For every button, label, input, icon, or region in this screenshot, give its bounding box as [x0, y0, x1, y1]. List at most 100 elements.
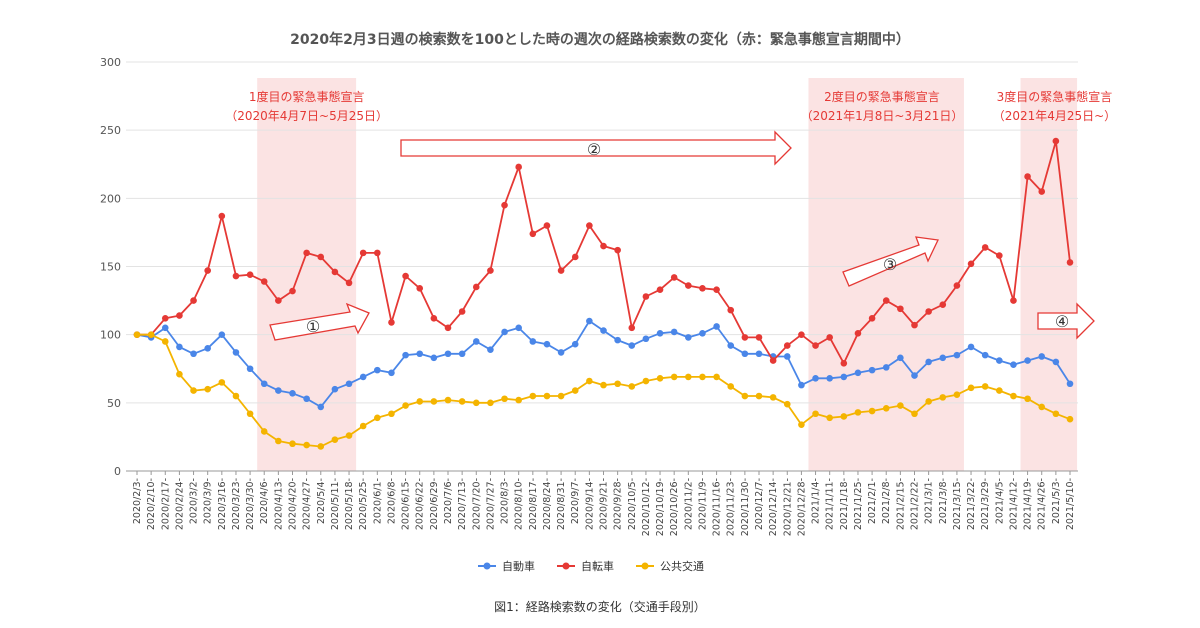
- legend: 自動車 自転車 公共交通: [478, 559, 704, 573]
- series-3-point: [543, 392, 551, 400]
- series-3-point: [826, 414, 833, 422]
- series-3-point: [685, 373, 692, 381]
- series-1-point: [798, 381, 805, 389]
- emergency-annotation-1-line-1: 1度目の緊急事態宣言: [249, 89, 365, 104]
- series-2-point: [515, 163, 522, 171]
- x-axis-ticks: 2020/2/3- 2020/2/10- 2020/2/17- 2020/2/24- 2…: [132, 478, 1076, 536]
- series-1-point: [345, 380, 353, 388]
- legend-marker-2: [562, 562, 570, 570]
- series-1-point: [472, 338, 480, 345]
- y-tick-label: 200: [100, 192, 121, 205]
- x-tick-label: 2020/12/21-: [782, 478, 793, 536]
- series-3-point: [317, 443, 325, 450]
- series-3-point: [656, 374, 664, 382]
- series-3-point: [458, 398, 466, 405]
- series-2-point: [854, 330, 862, 337]
- series-1-point: [331, 385, 339, 393]
- series-3-point: [868, 407, 876, 415]
- series-3-point: [190, 387, 197, 394]
- series-1-point: [204, 345, 211, 352]
- series-3-point: [967, 384, 975, 392]
- series-1-point: [501, 328, 508, 336]
- x-tick-label: 2020/3/2-: [189, 478, 200, 524]
- x-tick-label: 2020/4/6-: [259, 478, 270, 524]
- series-1-point: [161, 324, 169, 332]
- series-1-point: [783, 353, 791, 360]
- series-3-point: [628, 383, 636, 390]
- x-tick-label: 2020/7/13-: [457, 478, 468, 530]
- series-2-point: [642, 293, 650, 300]
- series-3-point: [798, 421, 805, 428]
- x-tick-label: 2021/2/22-: [910, 478, 921, 530]
- series-3-point: [670, 373, 678, 381]
- series-1-point: [586, 317, 593, 325]
- series-1-point: [670, 328, 678, 336]
- series-3-point: [275, 437, 282, 445]
- series-3-point: [557, 392, 565, 400]
- emergency-annotation-2-line-2: （2021年1月8日~3月21日）: [801, 109, 964, 123]
- series-1-point: [812, 374, 819, 382]
- series-3-point: [600, 381, 607, 389]
- series-1-point: [727, 342, 735, 349]
- x-tick-label: 2020/4/27-: [302, 478, 313, 530]
- x-tick-label: 2020/10/26-: [669, 478, 680, 536]
- series-2-point: [699, 285, 706, 292]
- series-2-point: [260, 278, 268, 285]
- x-tick-label: 2021/2/8-: [881, 478, 892, 524]
- series-1-point: [713, 323, 720, 330]
- series-1-point: [826, 374, 833, 382]
- series-3-point: [388, 410, 395, 418]
- series-1-point: [996, 357, 1003, 364]
- series-1-point: [232, 349, 240, 356]
- x-tick-label: 2020/10/5-: [627, 478, 638, 530]
- series-2-point: [487, 267, 494, 274]
- series-1-point: [317, 403, 325, 411]
- series-2-point: [275, 297, 282, 304]
- x-tick-label: 2020/8/3-: [500, 478, 511, 524]
- series-3-point: [402, 402, 409, 409]
- chart-title: 2020年2月3日週の検索数を100とした時の週次の経路検索数の変化（赤：緊急事…: [290, 31, 910, 48]
- series-3-point: [260, 428, 268, 435]
- phase-arrow-label-3: ③: [883, 255, 897, 274]
- series-2-point: [769, 357, 777, 364]
- series-3-point: [769, 394, 777, 401]
- x-tick-label: 2021/3/15-: [952, 478, 963, 530]
- series-3-point: [501, 395, 508, 403]
- series-3-point: [925, 398, 932, 405]
- series-1-point: [275, 387, 282, 394]
- phase-arrows: ① ② ③ ④: [269, 130, 1095, 341]
- series-2-point: [798, 331, 805, 338]
- legend-label-2: 自転車: [581, 559, 614, 573]
- x-tick-label: 2020/11/23-: [726, 478, 737, 536]
- x-tick-label: 2020/9/14-: [584, 478, 595, 530]
- phase-arrow-1: [269, 302, 370, 341]
- series-3-point: [1066, 415, 1074, 423]
- series-1-point: [402, 351, 409, 359]
- x-tick-label: 2020/10/19-: [655, 478, 666, 536]
- x-tick-label: 2020/7/20-: [471, 478, 482, 530]
- x-tick-label: 2020/6/1-: [372, 478, 383, 524]
- emergency-annotation-2-line-1: 2度目の緊急事態宣言: [824, 89, 940, 104]
- x-tick-label: 2020/2/17-: [160, 478, 171, 530]
- series-1-point: [218, 331, 226, 338]
- x-tick-label: 2020/12/28-: [796, 478, 807, 536]
- y-tick-label: 100: [100, 329, 121, 342]
- emergency-period-band-2: [808, 78, 964, 471]
- phase-arrow-2: [400, 130, 792, 166]
- series-2-point: [868, 315, 876, 322]
- series-1-point: [685, 334, 692, 341]
- figure-caption: 図1：経路検索数の変化（交通手段別）: [494, 600, 706, 614]
- x-tick-label: 2021/4/26-: [1037, 478, 1048, 530]
- series-3-point: [218, 379, 226, 386]
- y-tick-label: 50: [107, 397, 121, 410]
- series-3-point: [303, 441, 310, 449]
- series-1-point: [882, 364, 890, 371]
- series-2-point: [444, 324, 452, 332]
- series-3-point: [289, 440, 296, 448]
- series-3-point: [571, 387, 579, 394]
- series-3-point: [939, 394, 947, 401]
- series-3-point: [416, 398, 424, 405]
- series-1-point: [1024, 357, 1031, 364]
- series-1-point: [246, 365, 254, 373]
- series-2-point: [925, 308, 932, 315]
